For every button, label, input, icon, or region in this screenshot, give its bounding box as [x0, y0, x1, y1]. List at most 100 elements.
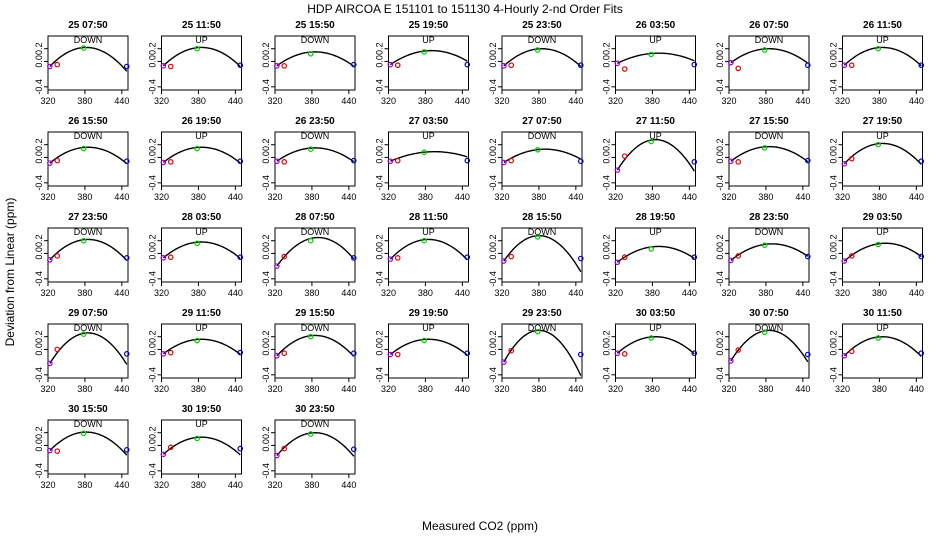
y-tick-label: 0.2	[488, 234, 498, 247]
x-tick-label: 320	[835, 96, 850, 106]
x-tick-label: 320	[381, 384, 396, 394]
panel-direction-label: DOWN	[755, 35, 784, 45]
panel-frame	[615, 131, 696, 187]
y-tick-label: 0.2	[148, 330, 158, 343]
x-tick-label: 380	[645, 192, 660, 202]
y-tick-label: 0.2	[148, 426, 158, 439]
y-tick-label: 0.2	[602, 330, 612, 343]
fit-curve	[503, 234, 582, 273]
x-tick-label: 380	[758, 96, 773, 106]
data-point	[123, 447, 130, 453]
panel-title: 27 15:50	[749, 116, 789, 127]
y-tick-label: -0.4	[261, 79, 271, 95]
x-tick-label: 320	[40, 288, 55, 298]
panel-frame	[501, 323, 583, 379]
panel-direction-label: UP	[649, 131, 662, 141]
data-point	[307, 333, 314, 340]
data-point	[728, 257, 734, 264]
panel-direction-label: DOWN	[755, 323, 784, 333]
panel: 25 15:50 DOWN -0.4 0.00.2 320 380 440	[261, 20, 357, 106]
data-point	[307, 431, 314, 437]
panel: 29 11:50 UP -0.4 0.00.2 320 380 440	[148, 308, 244, 394]
x-tick-label: 380	[645, 384, 660, 394]
x-tick-label: 380	[872, 192, 887, 202]
panel: 28 07:50 DOWN -0.4 0.00.2 320 380 440	[261, 212, 357, 298]
fit-curve	[843, 242, 922, 262]
x-tick-label: 440	[455, 96, 470, 106]
data-point	[841, 258, 848, 264]
data-point	[47, 63, 53, 70]
panel-title: 27 11:50	[636, 116, 675, 127]
panel-direction-label: DOWN	[528, 131, 557, 141]
y-tick-label: 0.2	[602, 42, 612, 55]
fit-curve	[276, 147, 355, 163]
data-point	[123, 158, 130, 165]
x-tick-label: 440	[114, 192, 129, 202]
panel-title: 30 19:50	[182, 404, 222, 415]
panel: 28 03:50 UP -0.4 0.00.2 320 380 440	[148, 212, 244, 298]
y-tick-label: 0.0	[829, 151, 839, 164]
fit-curve	[730, 145, 809, 163]
x-tick-label: 440	[909, 96, 924, 106]
y-tick-label: 0.2	[829, 138, 839, 151]
data-point	[875, 141, 881, 148]
data-point	[464, 350, 471, 357]
y-tick-label: -0.4	[488, 175, 498, 191]
y-tick-label: -0.4	[34, 271, 44, 287]
data-point	[387, 61, 394, 68]
data-point	[281, 445, 288, 452]
data-point	[848, 348, 855, 355]
panel-title: 30 15:50	[68, 404, 108, 415]
y-tick-label: 0.0	[602, 247, 612, 260]
panel-title: 30 23:50	[295, 404, 335, 415]
panel-direction-label: UP	[195, 131, 208, 141]
data-point	[160, 255, 167, 261]
fit-curve	[503, 48, 582, 67]
panel: 27 19:50 UP -0.4 0.00.2 320 380 440	[829, 116, 925, 202]
panel-direction-label: DOWN	[528, 227, 557, 237]
data-point	[54, 346, 61, 353]
data-point	[421, 337, 427, 344]
panel-title: 28 23:50	[749, 212, 789, 223]
data-point	[194, 435, 200, 442]
panel-title: 29 15:50	[295, 308, 335, 319]
data-point	[804, 157, 811, 164]
x-tick-label: 440	[228, 480, 243, 490]
data-point	[648, 335, 654, 341]
fit-curve	[843, 46, 922, 67]
data-point	[841, 160, 848, 167]
panel-title: 25 15:50	[295, 20, 335, 31]
x-tick-label: 380	[531, 384, 546, 394]
y-tick-label: 0.0	[148, 247, 158, 260]
data-point	[691, 254, 698, 261]
y-tick-label: -0.4	[488, 367, 498, 383]
y-tick-label: 0.0	[829, 55, 839, 68]
data-point	[350, 255, 357, 261]
panel-frame	[47, 35, 129, 91]
panel-title: 27 19:50	[863, 116, 903, 127]
x-tick-label: 380	[304, 96, 319, 106]
panel: 30 11:50 UP -0.4 0.00.2 320 380 440	[829, 308, 925, 394]
x-tick-label: 320	[154, 480, 169, 490]
x-tick-label: 320	[494, 288, 509, 298]
x-tick-label: 320	[721, 288, 736, 298]
x-tick-label: 440	[114, 384, 129, 394]
data-point	[621, 66, 628, 72]
y-tick-label: -0.4	[829, 367, 839, 383]
y-tick-label: 0.0	[261, 55, 271, 68]
panel-direction-label: DOWN	[755, 227, 784, 237]
panel: 27 11:50 UP -0.4 0.00.2 320 380 440	[602, 116, 698, 202]
y-tick-label: 0.2	[375, 330, 385, 343]
y-tick-label: 0.0	[829, 247, 839, 260]
x-tick-label: 320	[154, 288, 169, 298]
panel-direction-label: UP	[649, 227, 662, 237]
x-tick-label: 440	[568, 288, 583, 298]
y-tick-label: 0.0	[715, 151, 725, 164]
data-point	[614, 259, 621, 266]
y-tick-label: 0.2	[375, 234, 385, 247]
panel-direction-label: UP	[422, 227, 435, 237]
data-point	[918, 253, 925, 260]
y-tick-label: 0.0	[34, 343, 44, 356]
panel: 26 19:50 UP -0.4 0.00.2 320 380 440	[148, 116, 244, 202]
data-point	[281, 350, 288, 357]
